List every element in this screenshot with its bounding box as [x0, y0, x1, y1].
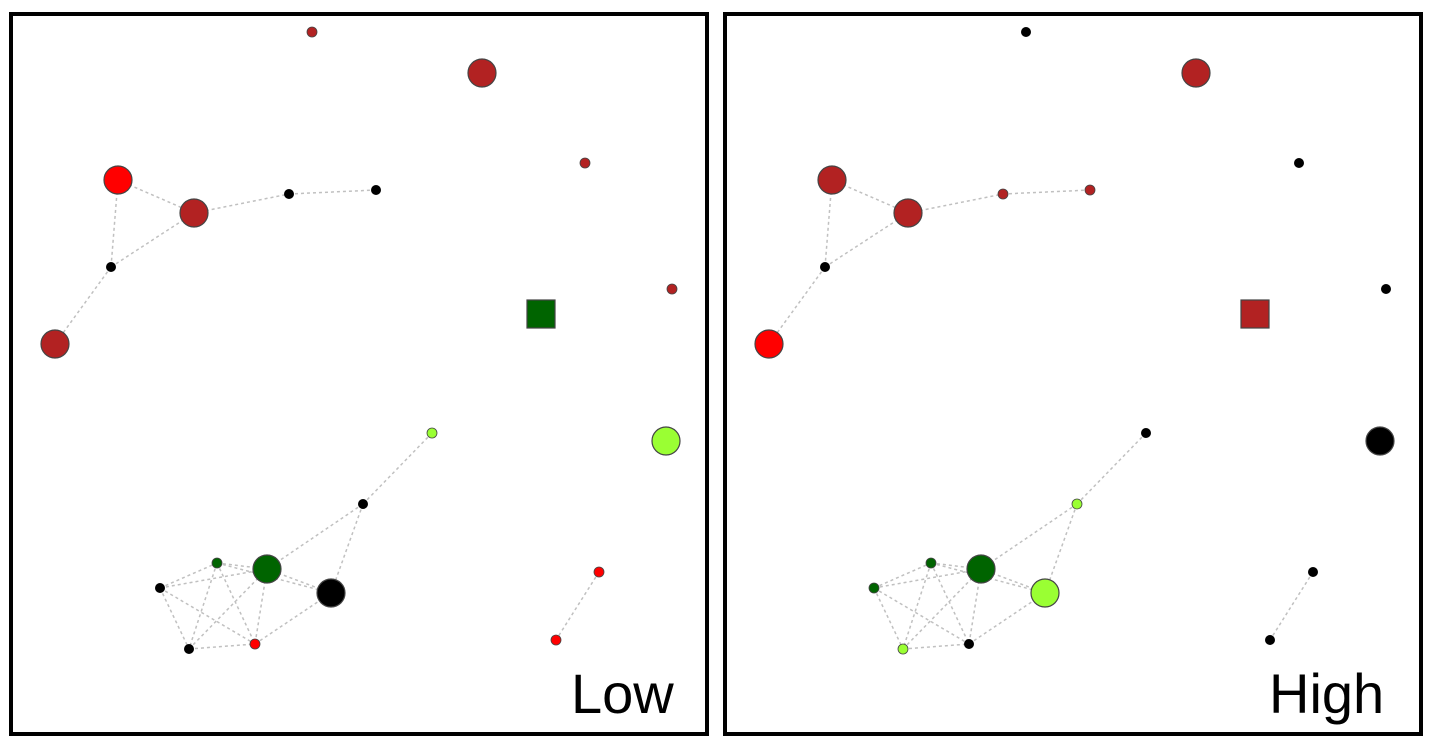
node-n15-high	[868, 582, 880, 594]
network-diagram-high	[754, 27, 1395, 655]
node-n18-low	[184, 644, 194, 654]
edge-n5-n6	[288, 189, 377, 195]
node-n5-high	[997, 188, 1009, 200]
edge-n15-n14	[159, 562, 218, 589]
node-n9-high	[1240, 299, 1270, 329]
node-n8-low	[666, 283, 678, 295]
node-n14-low	[211, 557, 223, 569]
node-n17-high	[1030, 578, 1060, 608]
node-n3-low	[103, 165, 133, 195]
node-n6-high	[1084, 184, 1096, 196]
node-n1-high	[1181, 58, 1211, 88]
edge-n15-n14	[873, 562, 932, 589]
edge-n14-n19	[216, 562, 256, 645]
node-n20-high	[1308, 567, 1318, 577]
edge-n7-n10	[54, 266, 112, 345]
edge-n18-n19	[902, 643, 970, 650]
node-n7-high	[820, 262, 830, 272]
edge-n4-n5	[907, 193, 1004, 214]
node-n14-high	[925, 557, 937, 569]
edge-n14-n18	[902, 562, 932, 650]
node-n15-low	[155, 583, 165, 593]
node-n5-low	[284, 189, 294, 199]
node-n21-high	[1265, 635, 1275, 645]
edge-n15-n19	[873, 587, 970, 645]
edge-n14-n19	[930, 562, 970, 645]
node-n16-high	[966, 554, 996, 584]
edge-n11-n13	[1076, 432, 1147, 505]
edge-n20-n21	[555, 571, 600, 641]
edge-n15-n16	[159, 568, 268, 589]
edge-n15-n19	[159, 587, 256, 645]
node-n12-high	[1365, 426, 1395, 456]
node-n9-low	[526, 299, 556, 329]
node-n0-low	[306, 26, 318, 38]
node-n12-low	[651, 426, 681, 456]
edge-n14-n17	[216, 562, 332, 594]
edge-n13-n17	[330, 503, 364, 594]
node-n16-low	[252, 554, 282, 584]
edge-n14-n16	[930, 562, 982, 570]
panel-low: Low	[9, 12, 709, 736]
node-n10-high	[754, 329, 784, 359]
edge-n18-n16	[188, 568, 268, 650]
edge-n20-n21	[1269, 571, 1314, 641]
edge-n15-n18	[159, 587, 190, 650]
edge-n13-n16	[980, 503, 1078, 570]
node-n4-low	[179, 198, 209, 228]
node-n8-high	[1381, 284, 1391, 294]
node-n4-high	[893, 198, 923, 228]
node-n3-high	[817, 165, 847, 195]
edge-n4-n5	[193, 193, 290, 214]
edge-n7-n4	[824, 212, 909, 268]
edge-n18-n19	[188, 643, 256, 650]
edge-n18-n16	[902, 568, 982, 650]
node-n18-high	[897, 643, 909, 655]
edge-n13-n16	[266, 503, 364, 570]
panel-label-low: Low	[571, 662, 674, 725]
node-n11-high	[1141, 428, 1151, 438]
node-n13-high	[1071, 498, 1083, 510]
node-n13-low	[358, 499, 368, 509]
edge-n11-n13	[362, 432, 433, 505]
edge-n7-n10	[768, 266, 826, 345]
edge-n14-n18	[188, 562, 218, 650]
edge-n13-n17	[1044, 503, 1078, 594]
node-n19-high	[964, 639, 974, 649]
edge-n14-n17	[930, 562, 1046, 594]
node-n2-low	[579, 157, 591, 169]
edge-n14-n16	[216, 562, 268, 570]
network-diagram-low	[40, 26, 681, 654]
node-n2-high	[1294, 158, 1304, 168]
node-n19-low	[249, 638, 261, 650]
node-n0-high	[1021, 27, 1031, 37]
edge-n15-n16	[873, 568, 982, 589]
edge-n7-n4	[110, 212, 195, 268]
node-n7-low	[106, 262, 116, 272]
panel-label-high: High	[1269, 662, 1385, 725]
node-n1-low	[467, 58, 497, 88]
node-n21-low	[550, 634, 562, 646]
node-n11-low	[426, 427, 438, 439]
panel-high: High	[723, 12, 1423, 736]
edge-n15-n18	[873, 587, 904, 650]
node-n10-low	[40, 329, 70, 359]
node-n6-low	[371, 185, 381, 195]
node-n17-low	[316, 578, 346, 608]
node-n20-low	[593, 566, 605, 578]
edge-n5-n6	[1002, 189, 1091, 195]
